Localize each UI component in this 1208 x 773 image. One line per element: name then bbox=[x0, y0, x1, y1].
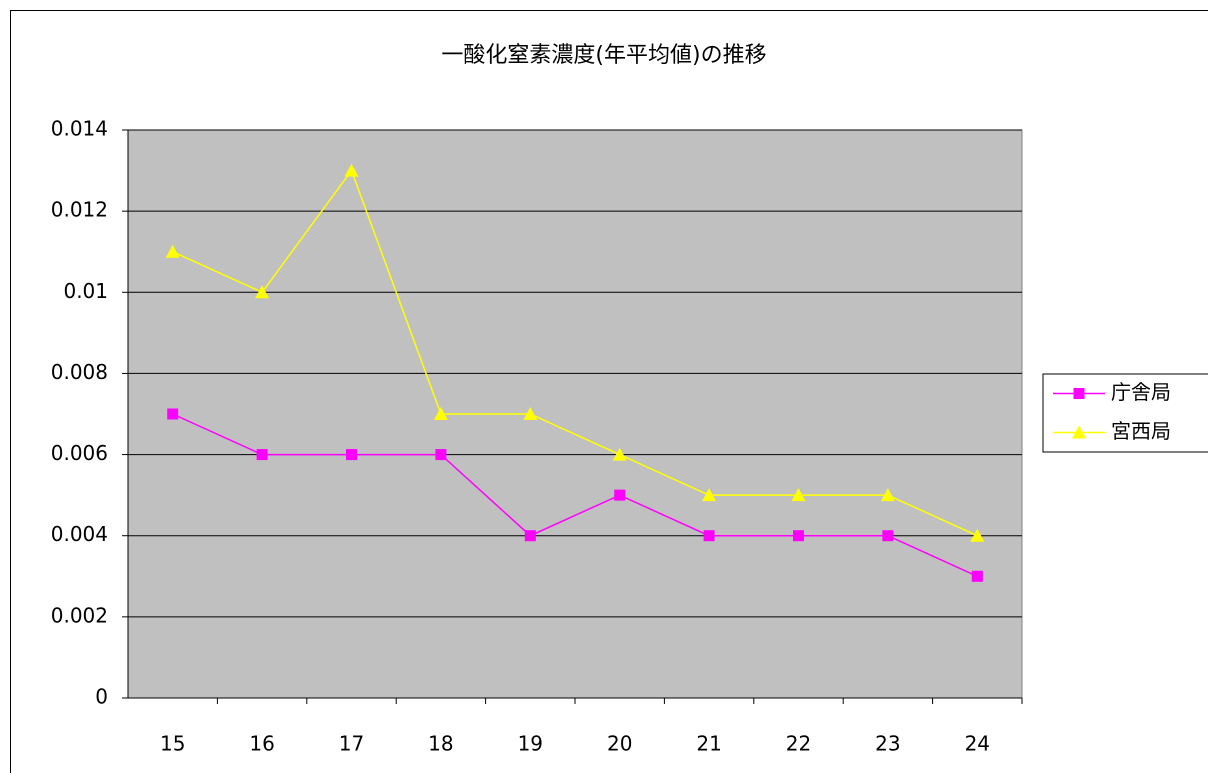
y-tick-label: 0.014 bbox=[51, 117, 108, 141]
data-point bbox=[702, 488, 717, 502]
data-point bbox=[793, 530, 804, 542]
x-tick-label: 16 bbox=[249, 732, 274, 756]
data-point bbox=[614, 489, 626, 501]
legend-label: 庁舎局 bbox=[1111, 380, 1171, 404]
data-point bbox=[346, 449, 357, 461]
data-point bbox=[255, 285, 270, 299]
data-point bbox=[880, 488, 895, 502]
x-tick-label: 15 bbox=[160, 732, 185, 756]
data-point bbox=[435, 449, 447, 461]
data-point bbox=[523, 407, 538, 420]
data-point bbox=[256, 449, 268, 461]
x-tick-label: 22 bbox=[786, 732, 811, 756]
x-tick-label: 24 bbox=[965, 732, 990, 756]
x-tick-label: 20 bbox=[607, 732, 632, 756]
data-point bbox=[524, 530, 536, 542]
series-line bbox=[172, 169, 978, 537]
y-tick-label: 0 bbox=[95, 685, 108, 709]
chart-title: 一酸化窒素濃度(年平均値)の推移 bbox=[441, 43, 766, 68]
y-tick-label: 0.002 bbox=[51, 603, 108, 627]
x-tick-label: 21 bbox=[696, 732, 721, 756]
data-point bbox=[971, 570, 983, 582]
data-point bbox=[882, 530, 894, 542]
data-point bbox=[344, 163, 359, 177]
x-tick-label: 23 bbox=[875, 732, 900, 756]
x-tick-label: 17 bbox=[339, 732, 364, 756]
x-tick-label: 18 bbox=[428, 732, 453, 756]
y-tick-label: 0.004 bbox=[51, 522, 108, 546]
legend-marker bbox=[1072, 425, 1086, 439]
y-tick-label: 0.008 bbox=[51, 360, 108, 384]
y-tick-label: 0.006 bbox=[51, 441, 108, 465]
data-point bbox=[612, 447, 627, 461]
data-point bbox=[970, 528, 985, 542]
data-point bbox=[703, 530, 715, 542]
y-tick-label: 0.012 bbox=[51, 198, 108, 222]
data-point bbox=[433, 407, 448, 420]
x-tick-label: 19 bbox=[518, 732, 543, 756]
series-line bbox=[172, 413, 978, 577]
legend-marker bbox=[1073, 388, 1085, 399]
y-tick-label: 0.01 bbox=[63, 279, 108, 303]
plot-area bbox=[127, 129, 1023, 699]
data-point bbox=[165, 244, 180, 258]
data-point bbox=[167, 408, 179, 420]
legend-box bbox=[1042, 373, 1208, 453]
data-point bbox=[791, 488, 806, 502]
legend-label: 宮西局 bbox=[1111, 419, 1171, 443]
